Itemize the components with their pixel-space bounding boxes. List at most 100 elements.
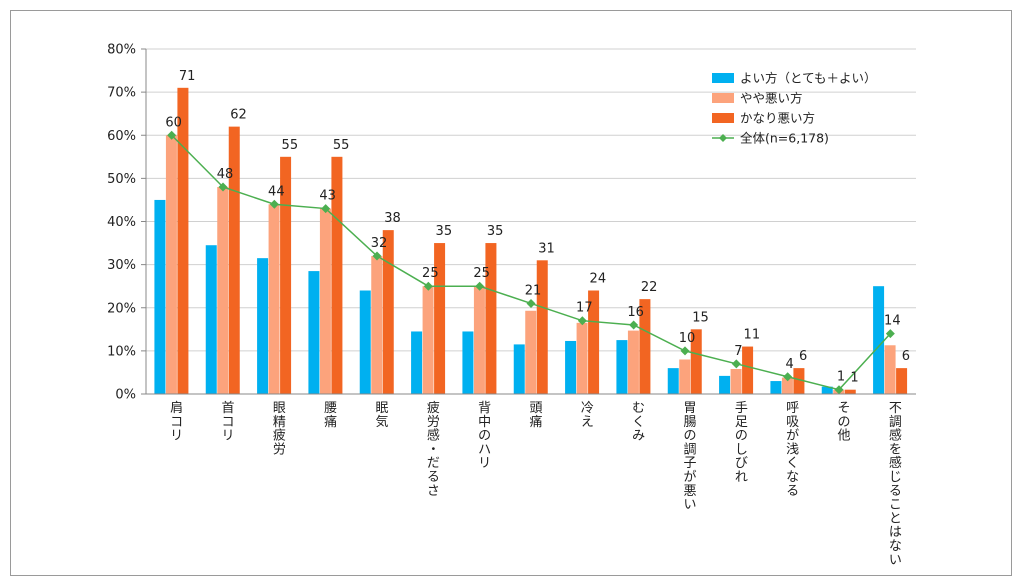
line-value-label: 32	[371, 236, 388, 251]
legend-marker	[719, 134, 727, 142]
bar	[616, 340, 628, 394]
line-point	[372, 251, 382, 261]
bar	[319, 208, 331, 394]
bar	[719, 375, 731, 394]
line-value-label: 4	[786, 357, 794, 372]
line-point	[629, 320, 639, 330]
y-tick-label: 30%	[107, 258, 136, 273]
bar	[793, 368, 805, 394]
line-value-label: 25	[422, 266, 439, 281]
category-label: 頭痛	[529, 401, 542, 430]
line-value-label: 17	[576, 301, 593, 316]
bar	[576, 322, 588, 394]
category-label: 冷え	[581, 401, 594, 430]
bar	[473, 286, 485, 394]
bar	[371, 256, 383, 394]
bar-value-label: 22	[641, 280, 658, 295]
bar	[639, 299, 651, 394]
bar-value-label: 15	[692, 310, 709, 325]
bar	[770, 381, 782, 394]
x-axis: 肩コリ 首コリ 眼精疲労 腰痛 眠気 疲労感・だるさ 背中のハリ 頭痛 冷え むくみ 胃腸の調子が悪…	[146, 393, 916, 568]
bar	[268, 204, 280, 394]
bar	[308, 271, 320, 394]
line-point	[885, 329, 895, 339]
bar-value-label: 6	[902, 349, 910, 364]
line-value-label: 60	[165, 115, 182, 130]
bar-value-label: 35	[436, 224, 453, 239]
line-value-label: 43	[319, 189, 336, 204]
legend-swatch	[712, 73, 734, 83]
bar	[525, 310, 537, 394]
bar	[434, 243, 446, 394]
bar-value-label: 55	[333, 138, 350, 153]
bar-value-label: 38	[384, 211, 401, 226]
line-point	[731, 359, 741, 369]
bar	[627, 330, 639, 394]
line-value-label: 7	[734, 344, 742, 359]
line-point	[680, 346, 690, 356]
line-point	[218, 182, 228, 192]
bar	[177, 87, 189, 394]
chart-frame	[10, 10, 1012, 576]
y-tick-label: 60%	[107, 129, 136, 144]
legend-label: よい方（とても＋よい）	[740, 71, 877, 86]
line-value-label: 16	[627, 305, 644, 320]
bar-value-label: 11	[744, 328, 761, 343]
bar	[781, 377, 793, 394]
bar	[513, 344, 525, 394]
line-value-label: 25	[473, 266, 490, 281]
line-value-label: 1	[837, 370, 845, 385]
bar-value-label: 55	[282, 138, 299, 153]
bar	[690, 329, 702, 394]
total-line	[167, 130, 895, 395]
legend-swatch	[712, 93, 734, 103]
bar	[844, 389, 856, 394]
line-point	[167, 130, 177, 140]
category-label: その他	[837, 401, 850, 444]
bars	[154, 87, 908, 394]
line-point	[475, 281, 485, 291]
bar	[679, 359, 691, 394]
y-tick-label: 50%	[107, 172, 136, 187]
bar	[205, 245, 217, 394]
bar	[331, 156, 343, 394]
bar	[730, 368, 742, 394]
bar	[422, 286, 434, 394]
bar-value-label: 24	[590, 272, 607, 287]
legend-label: やや悪い方	[740, 91, 803, 106]
category-label: 胃腸の調子が悪い	[683, 401, 696, 513]
line-point	[526, 298, 536, 308]
category-label: 手足のしびれ	[735, 401, 748, 485]
bar-value-label: 35	[487, 224, 504, 239]
category-label: 背中のハリ	[478, 401, 491, 471]
bar	[821, 386, 833, 394]
bar	[485, 243, 497, 394]
y-tick-label: 20%	[107, 301, 136, 316]
category-label: 眠気	[375, 401, 388, 430]
category-label: 首コリ	[221, 401, 234, 444]
bar	[217, 187, 229, 394]
bar	[536, 260, 548, 394]
y-tick-label: 40%	[107, 215, 136, 230]
line-point	[577, 316, 587, 326]
line-value-label: 44	[268, 184, 285, 199]
bar	[257, 258, 269, 394]
line-value-label: 21	[525, 283, 542, 298]
bar	[667, 368, 679, 394]
y-tick-label: 10%	[107, 344, 136, 359]
category-label: 疲労感・だるさ	[427, 400, 440, 499]
category-label: むくみ	[632, 401, 645, 444]
bar-value-label: 1	[850, 371, 858, 386]
bar	[896, 368, 908, 394]
legend-label: かなり悪い方	[740, 111, 815, 126]
bar	[382, 230, 394, 394]
category-label: 肩コリ	[170, 400, 183, 444]
bar	[462, 331, 474, 394]
line-point	[783, 372, 793, 382]
bar-value-label: 62	[230, 108, 247, 123]
category-label: 不調感を感じることはない	[889, 401, 902, 568]
bar	[873, 286, 885, 394]
